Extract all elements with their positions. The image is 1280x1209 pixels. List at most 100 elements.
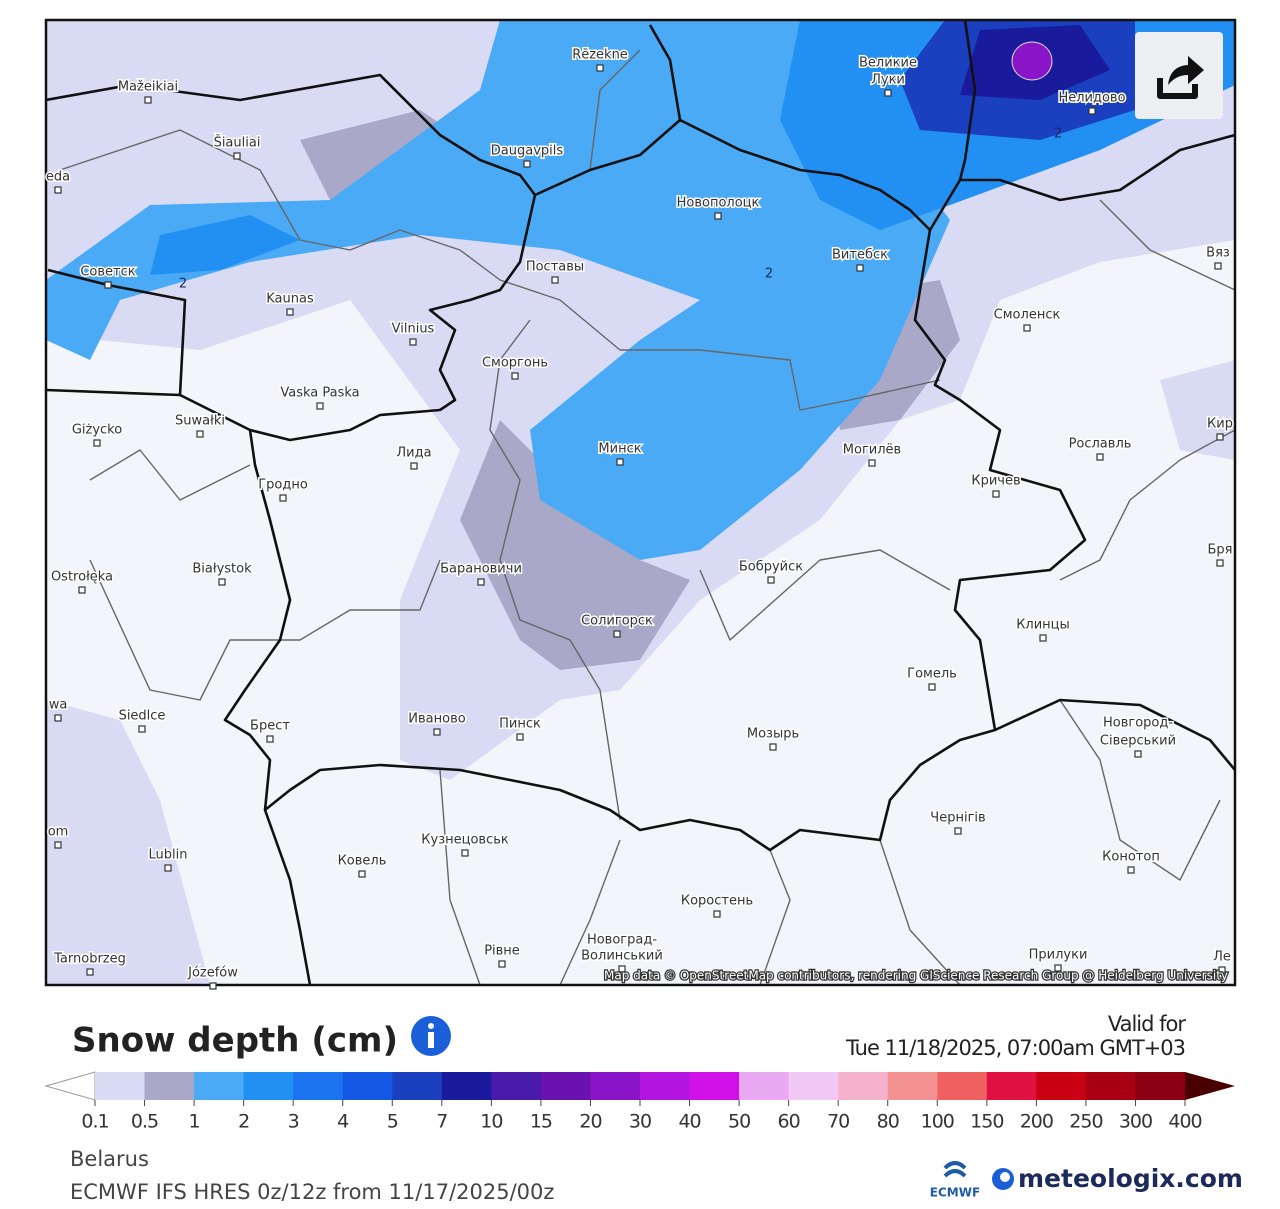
colorbar-tick-label: 250	[1069, 1111, 1102, 1133]
city-label: Tarnobrzeg	[53, 952, 126, 967]
colorbar-tick-label: 0.5	[131, 1111, 158, 1133]
city-marker	[767, 576, 775, 584]
city-label: wa	[49, 698, 68, 713]
colorbar-segment	[1085, 1072, 1136, 1100]
colorbar-tick-label: 150	[970, 1111, 1003, 1133]
city-marker	[523, 160, 531, 168]
colorbar-segment	[540, 1072, 591, 1100]
colorbar-segment	[689, 1072, 740, 1100]
city-marker	[209, 982, 217, 990]
snow-area	[1011, 41, 1053, 81]
colorbar-above	[1185, 1072, 1235, 1100]
city-label: Кузнецовськ	[421, 833, 509, 848]
city-marker	[316, 402, 324, 410]
colorbar-segment	[887, 1072, 938, 1100]
city-marker	[433, 728, 441, 736]
city-marker	[1096, 453, 1104, 461]
brand-text: meteologix.com	[1018, 1164, 1243, 1193]
colorbar-segment	[739, 1072, 790, 1100]
city-label: Витебск	[832, 248, 888, 263]
region: Belarus	[70, 1147, 149, 1171]
legend-title: Snow depth (cm)	[72, 1021, 398, 1061]
valid-label: Valid for	[1108, 1012, 1187, 1036]
city-marker	[286, 308, 294, 316]
city-marker	[144, 96, 152, 104]
colorbar-tick-label: 2	[238, 1111, 249, 1133]
city-label: Чернігів	[930, 811, 985, 826]
city-marker	[138, 725, 146, 733]
brand-logo: meteologix.com	[992, 1164, 1243, 1193]
colorbar-segment	[937, 1072, 988, 1100]
colorbar-segment	[95, 1072, 146, 1100]
colorbar-tick-label: 1	[189, 1111, 200, 1133]
share-button[interactable]	[1135, 32, 1223, 119]
colorbar-tick-label: 300	[1119, 1111, 1152, 1133]
city-marker	[511, 372, 519, 380]
ecmwf-logo: ECMWF	[930, 1161, 980, 1200]
city-marker	[954, 827, 962, 835]
city-marker	[54, 841, 62, 849]
city-marker	[769, 743, 777, 751]
colorbar-segment	[788, 1072, 839, 1100]
city-label: Ковель	[338, 854, 387, 869]
colorbar-segment	[194, 1072, 245, 1100]
contour-label: 2	[179, 277, 187, 292]
city-marker	[477, 578, 485, 586]
colorbar-tick-label: 400	[1168, 1111, 1201, 1133]
city-label: Šiauliai	[214, 135, 261, 151]
map: Mažeikiai Šiauliai Rēzekne Daugavpils Велики…	[44, 18, 1237, 990]
city-marker	[1218, 966, 1226, 974]
city-label: Прилуки	[1029, 948, 1088, 963]
colorbar-tick-label: 5	[387, 1111, 398, 1133]
city-marker	[1054, 964, 1062, 972]
colorbar-tick-label: 0.1	[81, 1111, 108, 1133]
city-label: Гродно	[258, 478, 308, 493]
city-label: Мозырь	[747, 727, 799, 742]
info-icon[interactable]	[411, 1016, 451, 1056]
colorbar-tick-label: 3	[288, 1111, 299, 1133]
city-marker	[78, 586, 86, 594]
city-marker	[54, 714, 62, 722]
colorbar-tick-label: 4	[337, 1111, 349, 1133]
city-label: Вяз	[1206, 246, 1230, 261]
city-label: Ле	[1213, 950, 1231, 965]
city-marker	[233, 152, 241, 160]
city-marker	[498, 960, 506, 968]
city-label: Луки	[871, 73, 905, 88]
colorbar-segment	[392, 1072, 443, 1100]
city-label: Клинцы	[1016, 618, 1070, 633]
city-label: Vaska Paska	[280, 386, 359, 401]
city-label: Смоленск	[994, 308, 1061, 323]
attribution: Map data © OpenStreetMap contributors, r…	[604, 969, 1228, 983]
city-label: Бобруйск	[739, 560, 803, 575]
city-marker	[856, 264, 864, 272]
city-label: Рівне	[484, 944, 520, 959]
snow-area	[460, 420, 690, 670]
colorbar-tick-label: 40	[678, 1111, 700, 1133]
city-label: Siedlce	[119, 709, 166, 724]
city-marker	[613, 630, 621, 638]
colorbar-tick-label: 10	[480, 1111, 502, 1133]
city-marker	[104, 281, 112, 289]
city-marker	[713, 910, 721, 918]
colorbar-tick-label: 100	[921, 1111, 954, 1133]
colorbar-tick-label: 7	[436, 1111, 447, 1133]
city-marker	[196, 430, 204, 438]
city-label: Коростень	[681, 894, 753, 909]
city-label: Кричев	[971, 474, 1020, 489]
colorbar-segment	[342, 1072, 393, 1100]
city-label: Сіверський	[1100, 734, 1176, 749]
city-label: Волинський	[581, 949, 663, 964]
city-label: Иваново	[408, 712, 465, 727]
city-label: Нелидово	[1058, 91, 1125, 106]
city-label: Suwałki	[175, 414, 225, 429]
city-label: Могилёв	[843, 443, 901, 458]
colorbar-tick-label: 50	[728, 1111, 750, 1133]
snow-area	[150, 215, 300, 275]
city-marker	[410, 462, 418, 470]
city-label: Рославль	[1069, 437, 1132, 452]
colorbar-segment	[441, 1072, 492, 1100]
colorbar-segment	[491, 1072, 542, 1100]
city-label: Советск	[80, 265, 135, 280]
